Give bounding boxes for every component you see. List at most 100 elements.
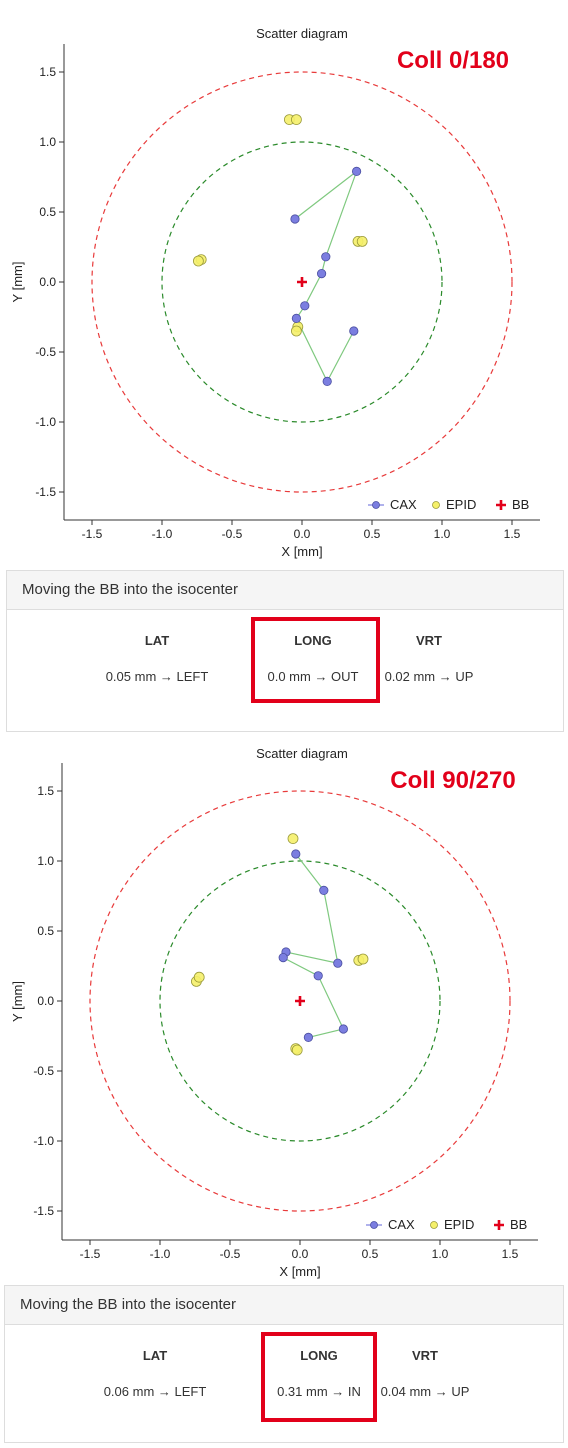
legend-cax-label: CAX <box>390 497 417 512</box>
y-tick-label: -1.5 <box>33 1204 54 1218</box>
long-column: LONG 0.0 mm → OUT <box>249 633 377 684</box>
x-tick-label: 0.0 <box>292 1247 309 1261</box>
lat-label: LAT <box>142 1348 168 1363</box>
y-tick-label: -0.5 <box>35 345 56 359</box>
long-value: 0.0 mm → OUT <box>267 669 359 684</box>
vrt-value: 0.04 mm → UP <box>380 1384 470 1399</box>
scatter-plot: Scatter diagram Coll 90/270 -1.5 -1.0 -0.5 0.… <box>10 746 538 1279</box>
scatter-chart-coll-90-270: Scatter diagram Coll 90/270 -1.5 -1.0 -0.5 0.… <box>0 738 568 1283</box>
legend-cax-label: CAX <box>388 1217 415 1232</box>
legend: CAX EPID BB <box>368 497 529 512</box>
cax-point <box>316 268 327 279</box>
x-tick-label: -1.5 <box>82 527 103 541</box>
legend-epid-label: EPID <box>444 1217 474 1232</box>
vrt-label: VRT <box>412 1348 438 1363</box>
cax-point <box>338 1024 348 1034</box>
cax-point <box>313 971 323 981</box>
legend-cax-marker <box>372 501 380 509</box>
cax-point <box>349 326 359 336</box>
epid-point <box>192 255 204 267</box>
x-tick-label: 1.0 <box>434 527 451 541</box>
epid-point <box>291 1044 303 1056</box>
lat-value: 0.05 mm → LEFT <box>105 669 209 684</box>
y-tick-label: -0.5 <box>33 1064 54 1078</box>
bb-point <box>297 277 307 287</box>
panel-heading: Moving the BB into the isocenter <box>5 1286 563 1325</box>
cax-trace-line <box>294 169 358 383</box>
cax-point <box>333 958 343 968</box>
cax-point <box>300 301 310 311</box>
epid-point <box>290 325 302 337</box>
long-label: LONG <box>294 633 332 648</box>
epid-point <box>356 235 368 247</box>
tolerance-circle-inner <box>161 141 443 423</box>
vrt-label: VRT <box>416 633 442 648</box>
x-axis-label: X [mm] <box>281 544 322 559</box>
legend-bb-marker <box>494 1220 504 1230</box>
legend: CAX EPID BB <box>366 1217 527 1232</box>
long-highlight-box <box>261 1332 377 1422</box>
lat-column: LAT 0.05 mm → LEFT <box>87 633 227 684</box>
chart-title: Scatter diagram <box>256 746 348 761</box>
tolerance-circle-inner <box>159 860 441 1142</box>
y-tick-label: 1.0 <box>39 135 56 149</box>
y-axis-label: Y [mm] <box>10 262 25 303</box>
cax-point <box>291 849 301 859</box>
y-tick-label: 0.5 <box>37 924 54 938</box>
x-tick-label: -0.5 <box>220 1247 241 1261</box>
vrt-value: 0.02 mm → UP <box>384 669 474 684</box>
epid-point <box>193 971 205 983</box>
scatter-plot: Scatter diagram Coll 0/180 -1.5 -1.0 -0.5 0.0… <box>10 26 540 559</box>
x-tick-label: -1.5 <box>80 1247 101 1261</box>
panel-heading: Moving the BB into the isocenter <box>7 571 563 610</box>
x-tick-label: 0.5 <box>362 1247 379 1261</box>
long-value: 0.31 mm → IN <box>277 1384 361 1399</box>
cax-point <box>303 1032 313 1042</box>
y-tick-label: -1.0 <box>33 1134 54 1148</box>
y-tick-label: 0.0 <box>39 275 56 289</box>
lat-column: LAT 0.06 mm → LEFT <box>85 1348 225 1399</box>
y-tick-label: 0.0 <box>37 994 54 1008</box>
collimator-label: Coll 0/180 <box>397 47 509 74</box>
y-tick-label: 1.5 <box>37 784 54 798</box>
cax-point <box>290 214 300 224</box>
legend-epid-label: EPID <box>446 497 476 512</box>
cax-point <box>351 166 362 176</box>
legend-bb-marker <box>496 500 506 510</box>
scatter-chart-coll-0-180: Scatter diagram Coll 0/180 -1.5 -1.0 -0.5 0.0… <box>0 0 568 562</box>
cax-point <box>319 885 329 895</box>
x-axis-label: X [mm] <box>279 1264 320 1279</box>
vrt-column: VRT 0.04 mm → UP <box>365 1348 485 1399</box>
y-tick-label: -1.5 <box>35 485 56 499</box>
y-axis-label: Y [mm] <box>10 981 25 1022</box>
x-tick-label: 1.0 <box>432 1247 449 1261</box>
x-tick-label: 1.5 <box>502 1247 519 1261</box>
vrt-column: VRT 0.02 mm → UP <box>369 633 489 684</box>
epid-point <box>287 833 299 844</box>
legend-bb-label: BB <box>512 497 529 512</box>
bb-isocenter-panel: Moving the BB into the isocenter LAT 0.0… <box>4 1285 564 1443</box>
bb-isocenter-panel: Moving the BB into the isocenter LAT 0.0… <box>6 570 564 732</box>
x-tick-label: 0.0 <box>294 527 311 541</box>
x-tick-label: 1.5 <box>504 527 521 541</box>
cax-point <box>322 376 332 386</box>
long-column: LONG 0.31 mm → IN <box>259 1348 379 1399</box>
cax-point <box>321 252 331 262</box>
x-tick-label: 0.5 <box>364 527 381 541</box>
y-tick-label: 1.0 <box>37 854 54 868</box>
tolerance-circle-outer <box>91 71 513 493</box>
lat-value: 0.06 mm → LEFT <box>103 1384 207 1399</box>
legend-cax-marker <box>370 1221 378 1229</box>
legend-epid-marker <box>432 501 440 509</box>
lat-label: LAT <box>144 633 170 648</box>
epid-point <box>357 953 369 965</box>
legend-epid-marker <box>430 1221 438 1229</box>
chart-title: Scatter diagram <box>256 26 348 41</box>
y-tick-label: -1.0 <box>35 415 56 429</box>
y-tick-label: 1.5 <box>39 65 56 79</box>
y-tick-label: 0.5 <box>39 205 56 219</box>
x-tick-label: -0.5 <box>222 527 243 541</box>
x-tick-label: -1.0 <box>150 1247 171 1261</box>
epid-point <box>290 114 302 125</box>
x-tick-label: -1.0 <box>152 527 173 541</box>
